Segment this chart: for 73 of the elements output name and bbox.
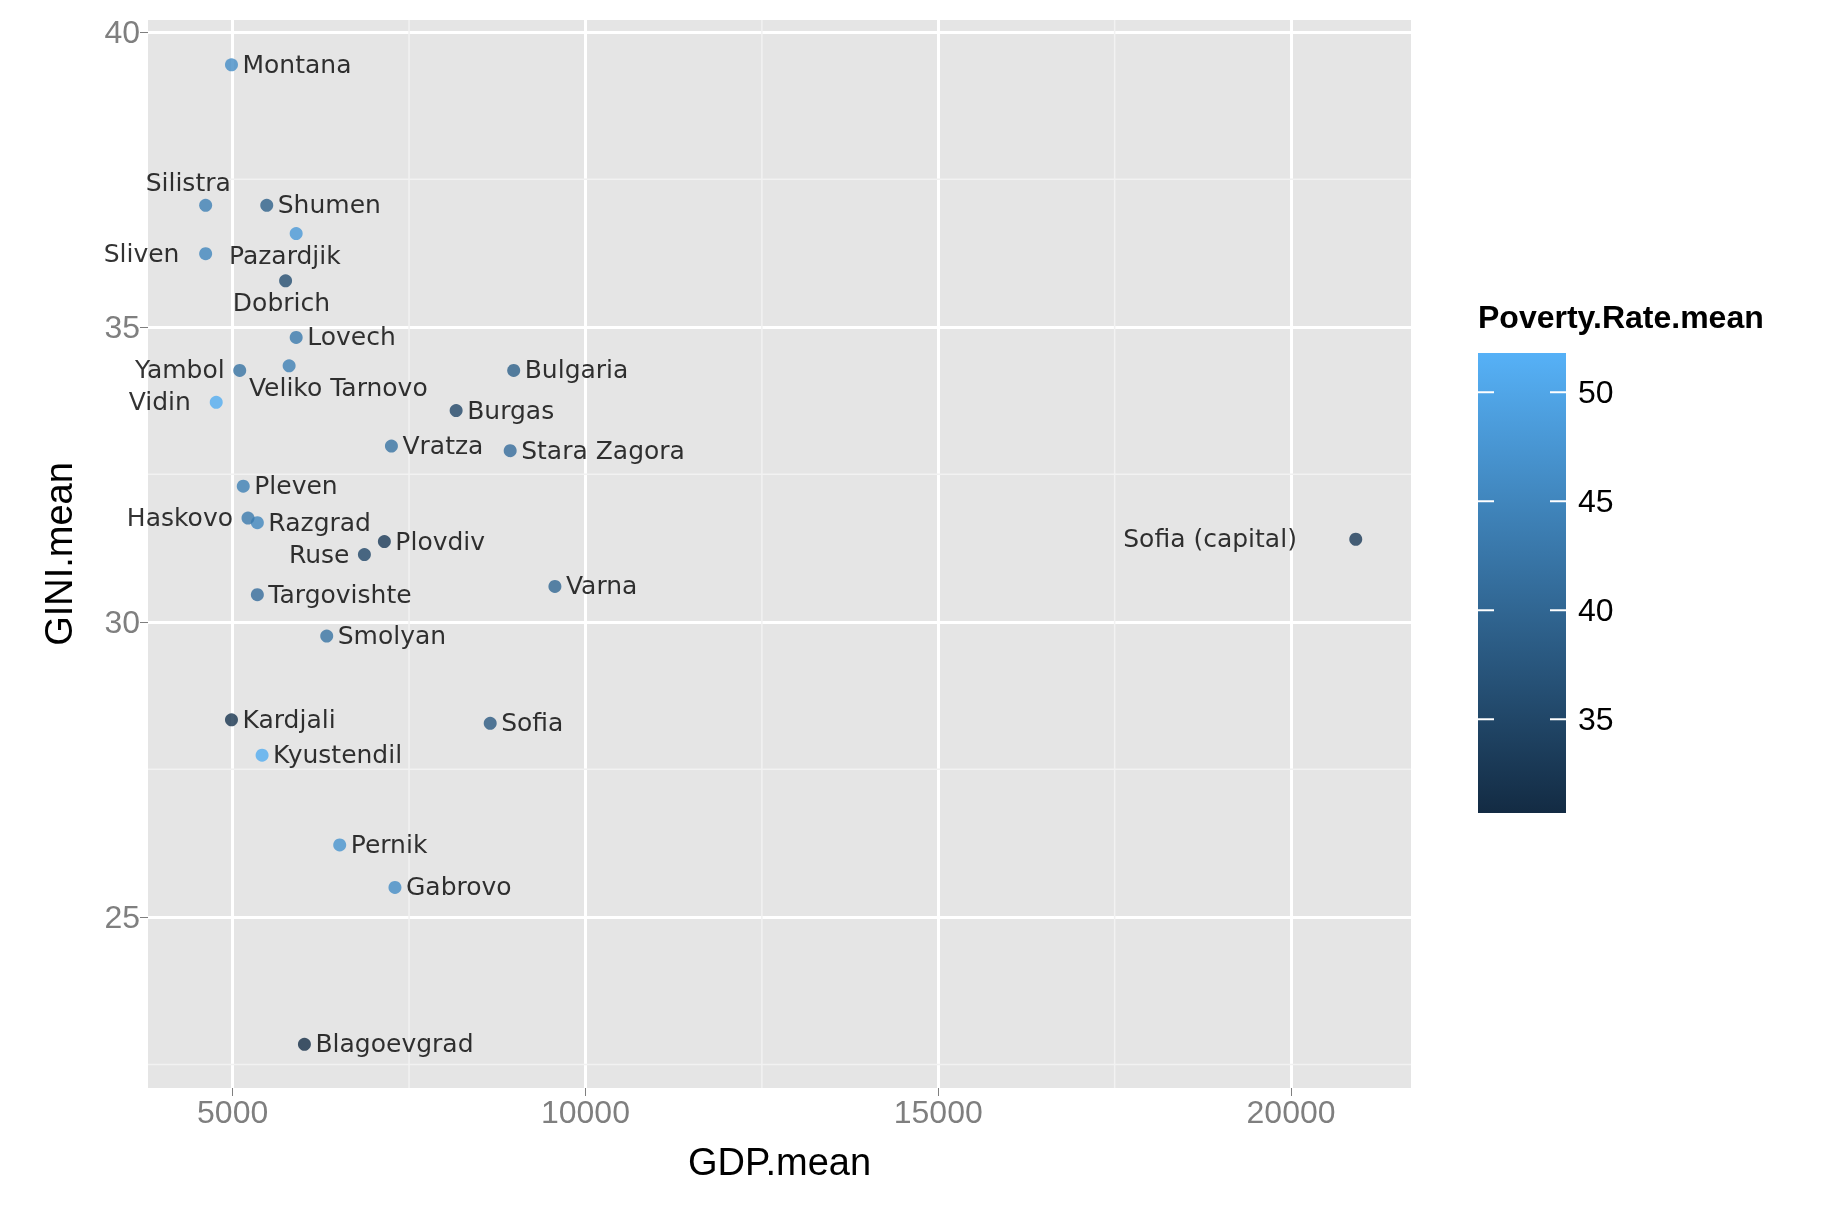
point	[233, 364, 247, 377]
point	[297, 1037, 311, 1051]
annotation: Bulgaria	[524, 355, 629, 385]
x-tick-label: 10000	[540, 1094, 630, 1130]
annotation: Stara Zagora	[521, 435, 685, 465]
point	[357, 548, 371, 562]
annotation: Silistra	[145, 168, 231, 198]
annotation: Dobrich	[232, 287, 331, 317]
point	[224, 713, 238, 727]
annotation: Gabrovo	[405, 872, 512, 902]
point	[1349, 532, 1363, 546]
annotation: Vratza	[402, 431, 484, 461]
annotation: Lovech	[307, 322, 396, 352]
point	[503, 444, 517, 458]
point	[279, 274, 293, 288]
annotation: Smolyan	[337, 621, 447, 651]
point	[388, 880, 402, 894]
annotation: Burgas	[467, 395, 555, 425]
annotation: Ruse	[288, 539, 350, 569]
point	[548, 579, 562, 593]
point	[255, 748, 269, 762]
annotation: Yambol	[134, 355, 225, 385]
annotation: Haskovo	[126, 503, 233, 533]
point	[236, 479, 250, 493]
y-tick-label: 40	[104, 13, 140, 50]
point	[199, 247, 213, 261]
color-bar-label: 50	[1578, 374, 1614, 411]
annotation: Razgrad	[268, 507, 371, 537]
annotation: Blagoevgrad	[315, 1029, 474, 1059]
color-bar-label: 40	[1578, 592, 1614, 629]
point	[282, 359, 296, 373]
point	[250, 588, 264, 602]
point	[289, 330, 303, 344]
point	[377, 535, 391, 549]
y-tick-label: 35	[104, 308, 140, 345]
point	[483, 716, 497, 730]
point	[449, 404, 463, 418]
point	[289, 227, 303, 241]
annotation: Veliko Tarnovo	[248, 372, 428, 402]
y-tick-label: 25	[104, 898, 140, 935]
color-bar-title: Poverty.Rate.mean	[1478, 299, 1764, 335]
annotation: Vidin	[128, 387, 191, 417]
annotation: Varna	[565, 571, 638, 601]
point	[250, 516, 264, 530]
point	[241, 511, 255, 525]
x-tick-label: 15000	[893, 1094, 983, 1130]
annotation: Shumen	[277, 190, 381, 220]
annotation: Sofia	[501, 708, 564, 738]
point	[507, 364, 521, 377]
annotation: Montana	[242, 49, 352, 79]
annotation: Kyustendil	[273, 740, 403, 770]
point	[260, 198, 274, 212]
annotation: Sliven	[103, 238, 180, 268]
annotation: Pernik	[350, 829, 428, 859]
point	[333, 838, 347, 852]
x-tick-label: 5000	[197, 1094, 269, 1130]
annotation: Pazardjik	[228, 240, 342, 270]
point	[199, 198, 213, 212]
annotation: Targovishte	[267, 579, 412, 609]
color-bar-label: 45	[1578, 483, 1614, 520]
annotation: Pleven	[254, 471, 338, 501]
y-tick-label: 30	[104, 603, 140, 640]
annotation: Sofia (capital)	[1123, 524, 1297, 554]
annotation: Kardjali	[242, 704, 336, 734]
point	[224, 58, 238, 72]
point	[384, 439, 398, 453]
point	[320, 629, 334, 643]
annotation: Plovdiv	[395, 526, 486, 556]
color-bar-label: 35	[1578, 701, 1614, 738]
x-axis-title: GDP.mean	[687, 1141, 872, 1183]
y-axis-title: GINI.mean	[38, 462, 80, 646]
x-tick-label: 20000	[1246, 1094, 1336, 1130]
point	[209, 395, 223, 409]
